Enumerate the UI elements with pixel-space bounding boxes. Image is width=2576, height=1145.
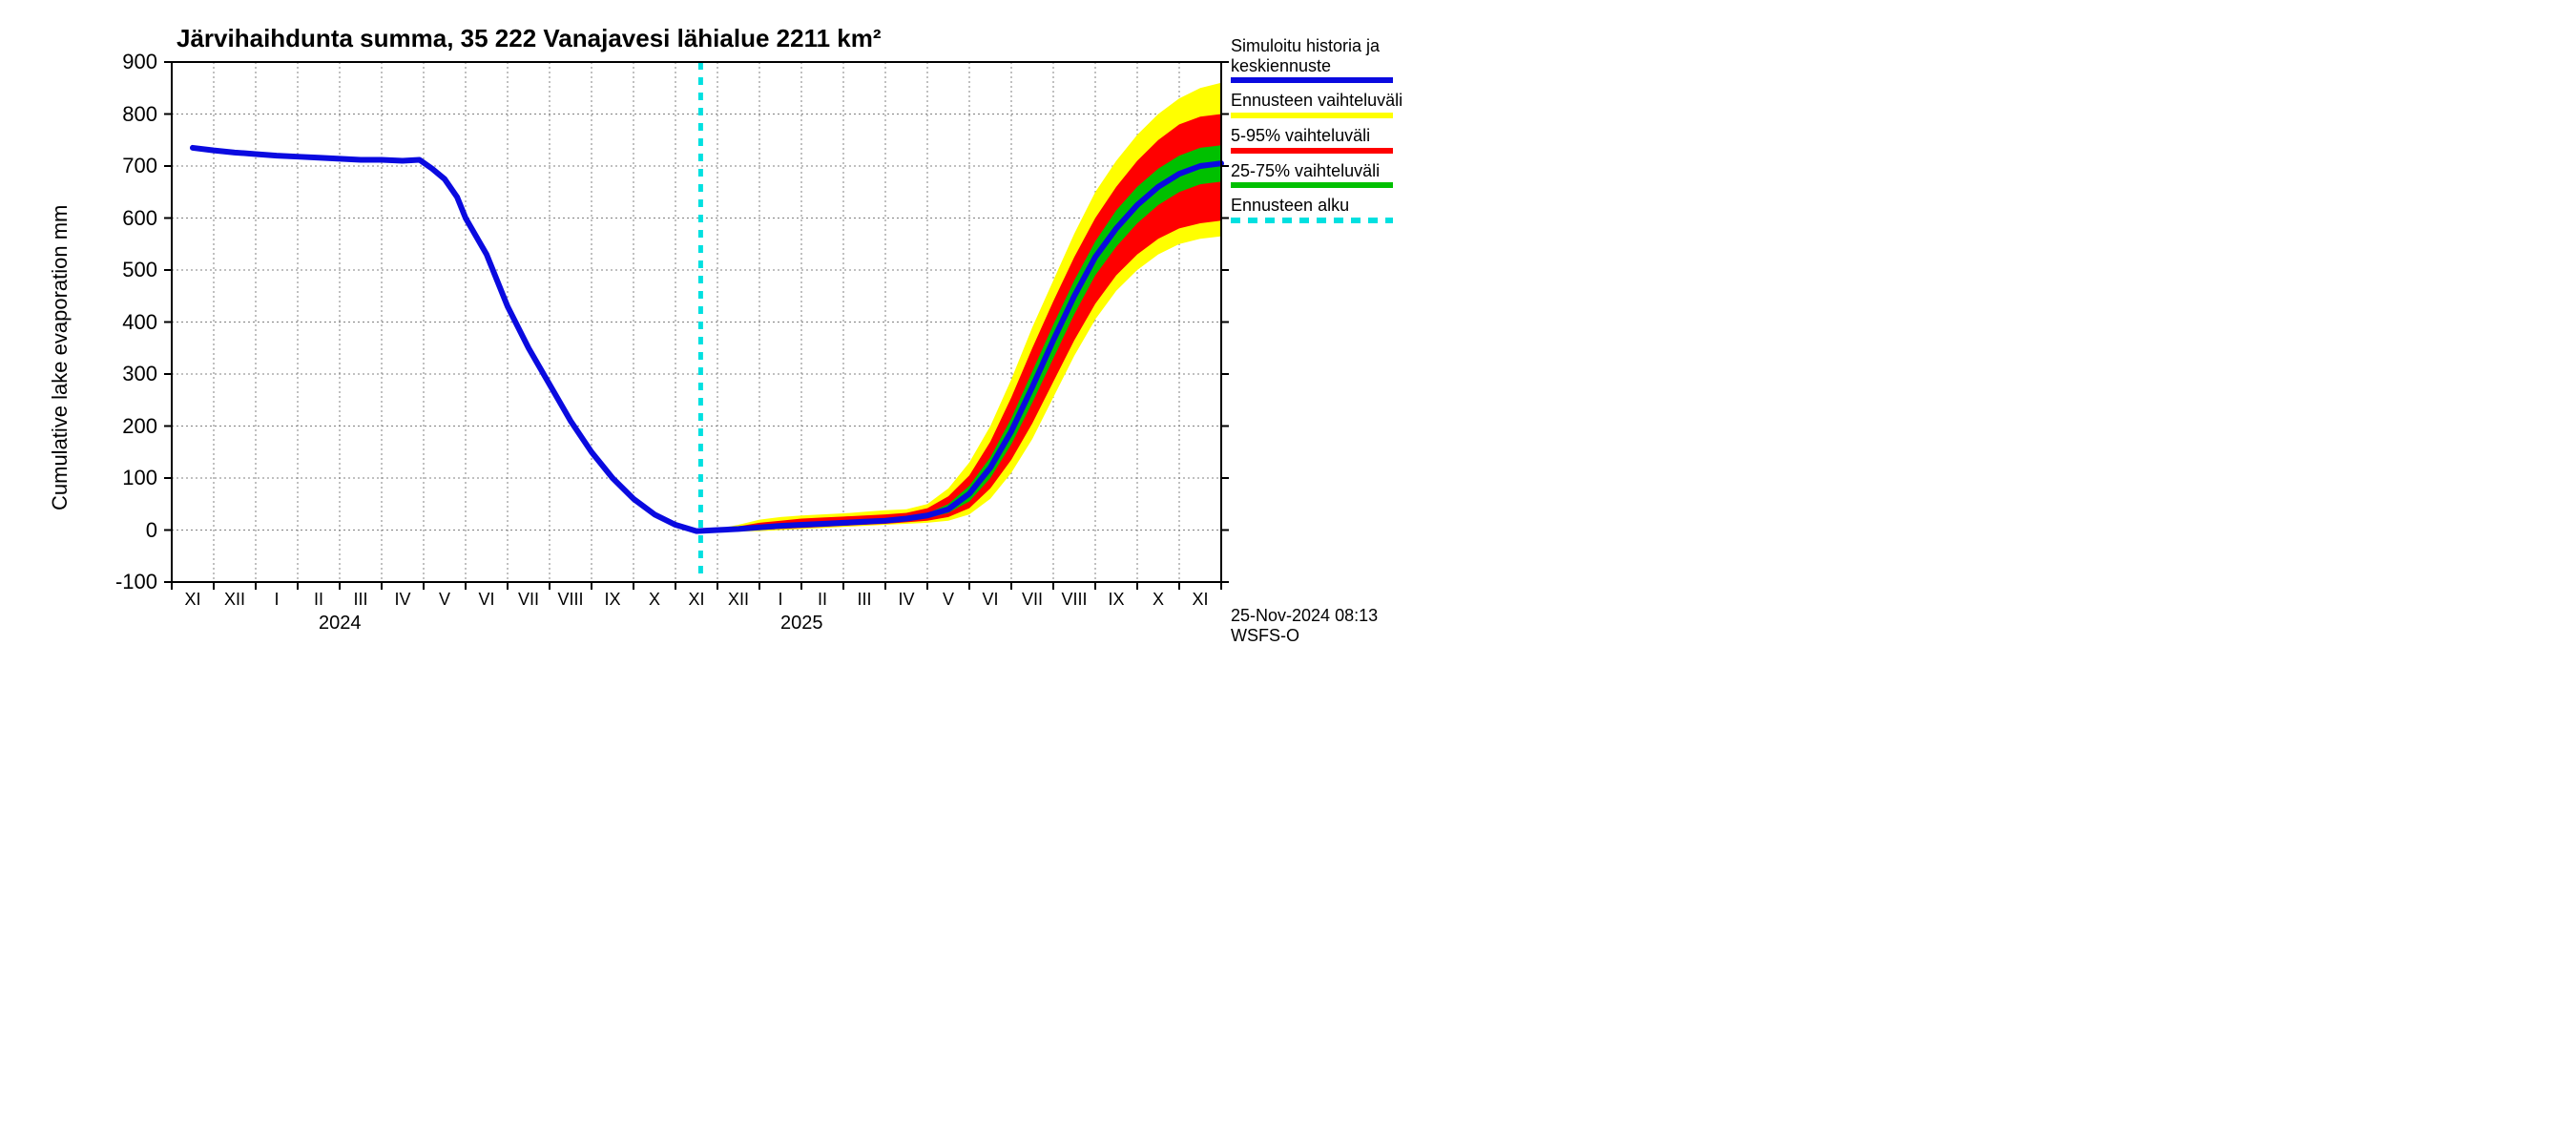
x-tick: V — [943, 590, 954, 610]
legend-label: Ennusteen alku — [1231, 196, 1431, 216]
legend-label: Ennusteen vaihteluväli — [1231, 91, 1431, 111]
x-tick: X — [1153, 590, 1164, 610]
x-tick: VII — [1022, 590, 1043, 610]
x-tick: III — [857, 590, 871, 610]
x-tick: IX — [604, 590, 620, 610]
x-tick: IV — [394, 590, 410, 610]
y-tick: 200 — [100, 414, 157, 439]
x-tick: II — [818, 590, 827, 610]
x-tick: VIII — [557, 590, 583, 610]
x-tick: XII — [224, 590, 245, 610]
x-tick: V — [439, 590, 450, 610]
legend: Simuloitu historia ja keskiennuste Ennust… — [1231, 36, 1431, 231]
legend-label: 5-95% vaihteluväli — [1231, 126, 1431, 146]
x-tick: XI — [184, 590, 200, 610]
chart-plot — [0, 0, 1431, 635]
legend-label: Simuloitu historia ja keskiennuste — [1231, 36, 1431, 75]
x-tick: IV — [898, 590, 914, 610]
x-tick: I — [274, 590, 279, 610]
x-tick: VI — [982, 590, 998, 610]
x-tick: VII — [518, 590, 539, 610]
y-tick: 400 — [100, 310, 157, 335]
x-tick: I — [778, 590, 782, 610]
y-tick: 300 — [100, 362, 157, 386]
year-label: 2025 — [780, 613, 823, 635]
x-tick: III — [353, 590, 367, 610]
x-tick: II — [314, 590, 323, 610]
legend-label: 25-75% vaihteluväli — [1231, 161, 1431, 181]
y-tick: -100 — [100, 570, 157, 594]
y-tick: 700 — [100, 154, 157, 178]
y-tick: 0 — [100, 518, 157, 543]
x-tick: XI — [688, 590, 704, 610]
y-tick: 800 — [100, 102, 157, 127]
y-tick: 900 — [100, 50, 157, 74]
year-label: 2024 — [319, 613, 362, 635]
x-tick: IX — [1108, 590, 1124, 610]
legend-swatch — [1231, 113, 1393, 118]
y-tick: 100 — [100, 466, 157, 490]
x-tick: XII — [728, 590, 749, 610]
legend-swatch — [1231, 77, 1393, 83]
x-tick: VI — [478, 590, 494, 610]
y-tick: 500 — [100, 258, 157, 282]
x-tick: XI — [1192, 590, 1208, 610]
x-tick: VIII — [1061, 590, 1087, 610]
y-tick: 600 — [100, 206, 157, 231]
x-tick: X — [649, 590, 660, 610]
chart-footer: 25-Nov-2024 08:13 WSFS-O — [1231, 606, 1431, 646]
legend-swatch — [1231, 182, 1393, 188]
legend-swatch — [1231, 218, 1393, 223]
legend-swatch — [1231, 148, 1393, 154]
